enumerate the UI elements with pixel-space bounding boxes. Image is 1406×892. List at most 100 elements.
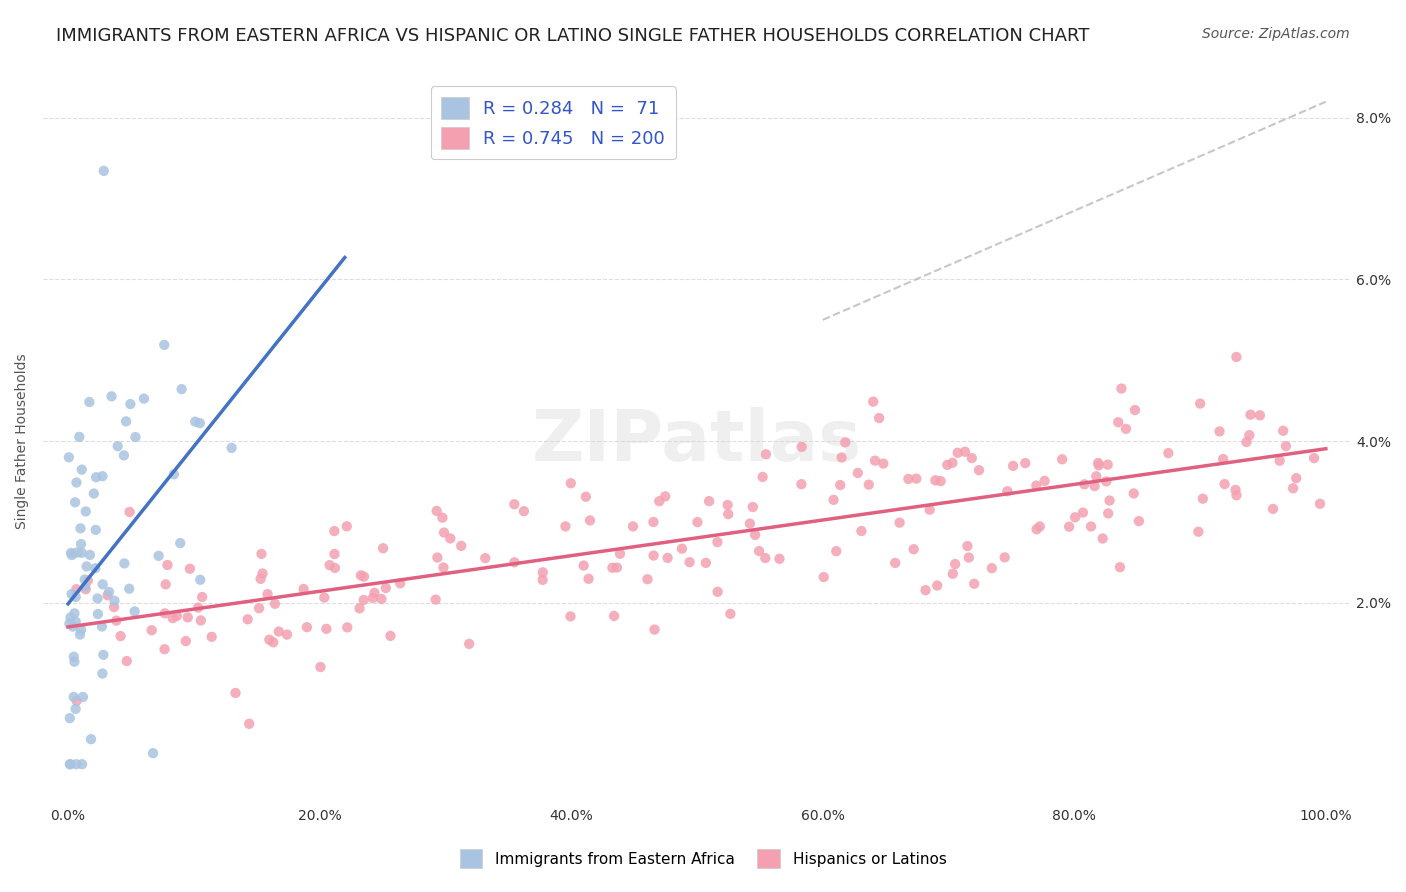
Point bbox=[823, 492, 845, 507]
Point bbox=[323, 561, 346, 575]
Point bbox=[942, 566, 965, 581]
Point bbox=[1057, 519, 1080, 533]
Point bbox=[426, 504, 449, 518]
Point bbox=[238, 716, 260, 731]
Point bbox=[80, 732, 103, 747]
Point bbox=[389, 576, 412, 591]
Point bbox=[1122, 486, 1144, 500]
Point bbox=[59, 757, 82, 772]
Point bbox=[221, 441, 243, 455]
Point bbox=[513, 504, 536, 518]
Point bbox=[1157, 446, 1180, 460]
Point bbox=[374, 581, 396, 595]
Point bbox=[1071, 506, 1094, 520]
Point bbox=[1033, 474, 1056, 488]
Point bbox=[1115, 422, 1137, 436]
Point bbox=[70, 757, 93, 772]
Point bbox=[643, 623, 665, 637]
Point bbox=[1303, 451, 1326, 466]
Point bbox=[830, 478, 852, 492]
Point bbox=[1128, 514, 1150, 528]
Point bbox=[118, 505, 141, 519]
Point bbox=[426, 550, 449, 565]
Point bbox=[1249, 409, 1271, 423]
Point bbox=[813, 570, 835, 584]
Point bbox=[63, 607, 86, 621]
Text: ZIPatlas: ZIPatlas bbox=[531, 407, 862, 475]
Point bbox=[439, 532, 461, 546]
Point bbox=[250, 547, 273, 561]
Point bbox=[103, 593, 125, 607]
Point bbox=[112, 557, 135, 571]
Point bbox=[201, 630, 224, 644]
Point bbox=[1225, 483, 1247, 497]
Point bbox=[247, 601, 270, 615]
Point bbox=[602, 561, 624, 575]
Point bbox=[946, 446, 969, 460]
Point bbox=[72, 690, 94, 704]
Point bbox=[267, 624, 290, 639]
Point bbox=[115, 414, 138, 428]
Point bbox=[60, 548, 83, 562]
Point bbox=[66, 694, 89, 708]
Point bbox=[579, 513, 602, 527]
Point bbox=[336, 620, 359, 634]
Point bbox=[560, 609, 582, 624]
Point bbox=[1091, 532, 1114, 546]
Point bbox=[124, 604, 146, 618]
Point bbox=[1107, 415, 1129, 429]
Point bbox=[70, 537, 93, 551]
Point bbox=[256, 587, 278, 601]
Point bbox=[59, 546, 82, 560]
Point bbox=[1095, 475, 1118, 489]
Point bbox=[1085, 469, 1108, 483]
Point bbox=[62, 649, 84, 664]
Point bbox=[450, 539, 472, 553]
Point bbox=[1098, 493, 1121, 508]
Point bbox=[1272, 424, 1295, 438]
Point bbox=[1123, 403, 1146, 417]
Point bbox=[349, 601, 371, 615]
Point bbox=[97, 588, 120, 602]
Point bbox=[956, 539, 979, 553]
Point bbox=[1111, 382, 1133, 396]
Point bbox=[924, 473, 946, 487]
Point bbox=[361, 591, 384, 605]
Point bbox=[91, 648, 114, 662]
Point bbox=[790, 477, 813, 491]
Point bbox=[323, 547, 346, 561]
Point bbox=[825, 544, 848, 558]
Point bbox=[1285, 471, 1308, 485]
Point bbox=[87, 607, 110, 621]
Point bbox=[738, 516, 761, 531]
Point bbox=[350, 568, 373, 582]
Point bbox=[834, 435, 856, 450]
Point bbox=[1025, 478, 1047, 492]
Point bbox=[91, 469, 114, 483]
Point bbox=[59, 757, 82, 772]
Point bbox=[706, 535, 728, 549]
Point bbox=[1268, 454, 1291, 468]
Point bbox=[1189, 396, 1212, 410]
Point bbox=[166, 609, 188, 624]
Point bbox=[1029, 519, 1052, 533]
Point bbox=[790, 440, 813, 454]
Point bbox=[1087, 458, 1109, 473]
Point bbox=[1212, 452, 1234, 467]
Point bbox=[1097, 458, 1119, 472]
Point bbox=[1064, 510, 1087, 524]
Point bbox=[353, 569, 375, 583]
Point bbox=[1014, 456, 1036, 470]
Point bbox=[190, 614, 212, 628]
Point bbox=[105, 614, 128, 628]
Point bbox=[69, 627, 91, 641]
Point bbox=[148, 549, 170, 563]
Point bbox=[236, 612, 259, 626]
Point bbox=[458, 637, 481, 651]
Point bbox=[100, 389, 122, 403]
Point bbox=[936, 458, 959, 472]
Point bbox=[363, 586, 385, 600]
Point bbox=[1239, 428, 1261, 442]
Point bbox=[554, 519, 576, 533]
Point bbox=[903, 542, 925, 557]
